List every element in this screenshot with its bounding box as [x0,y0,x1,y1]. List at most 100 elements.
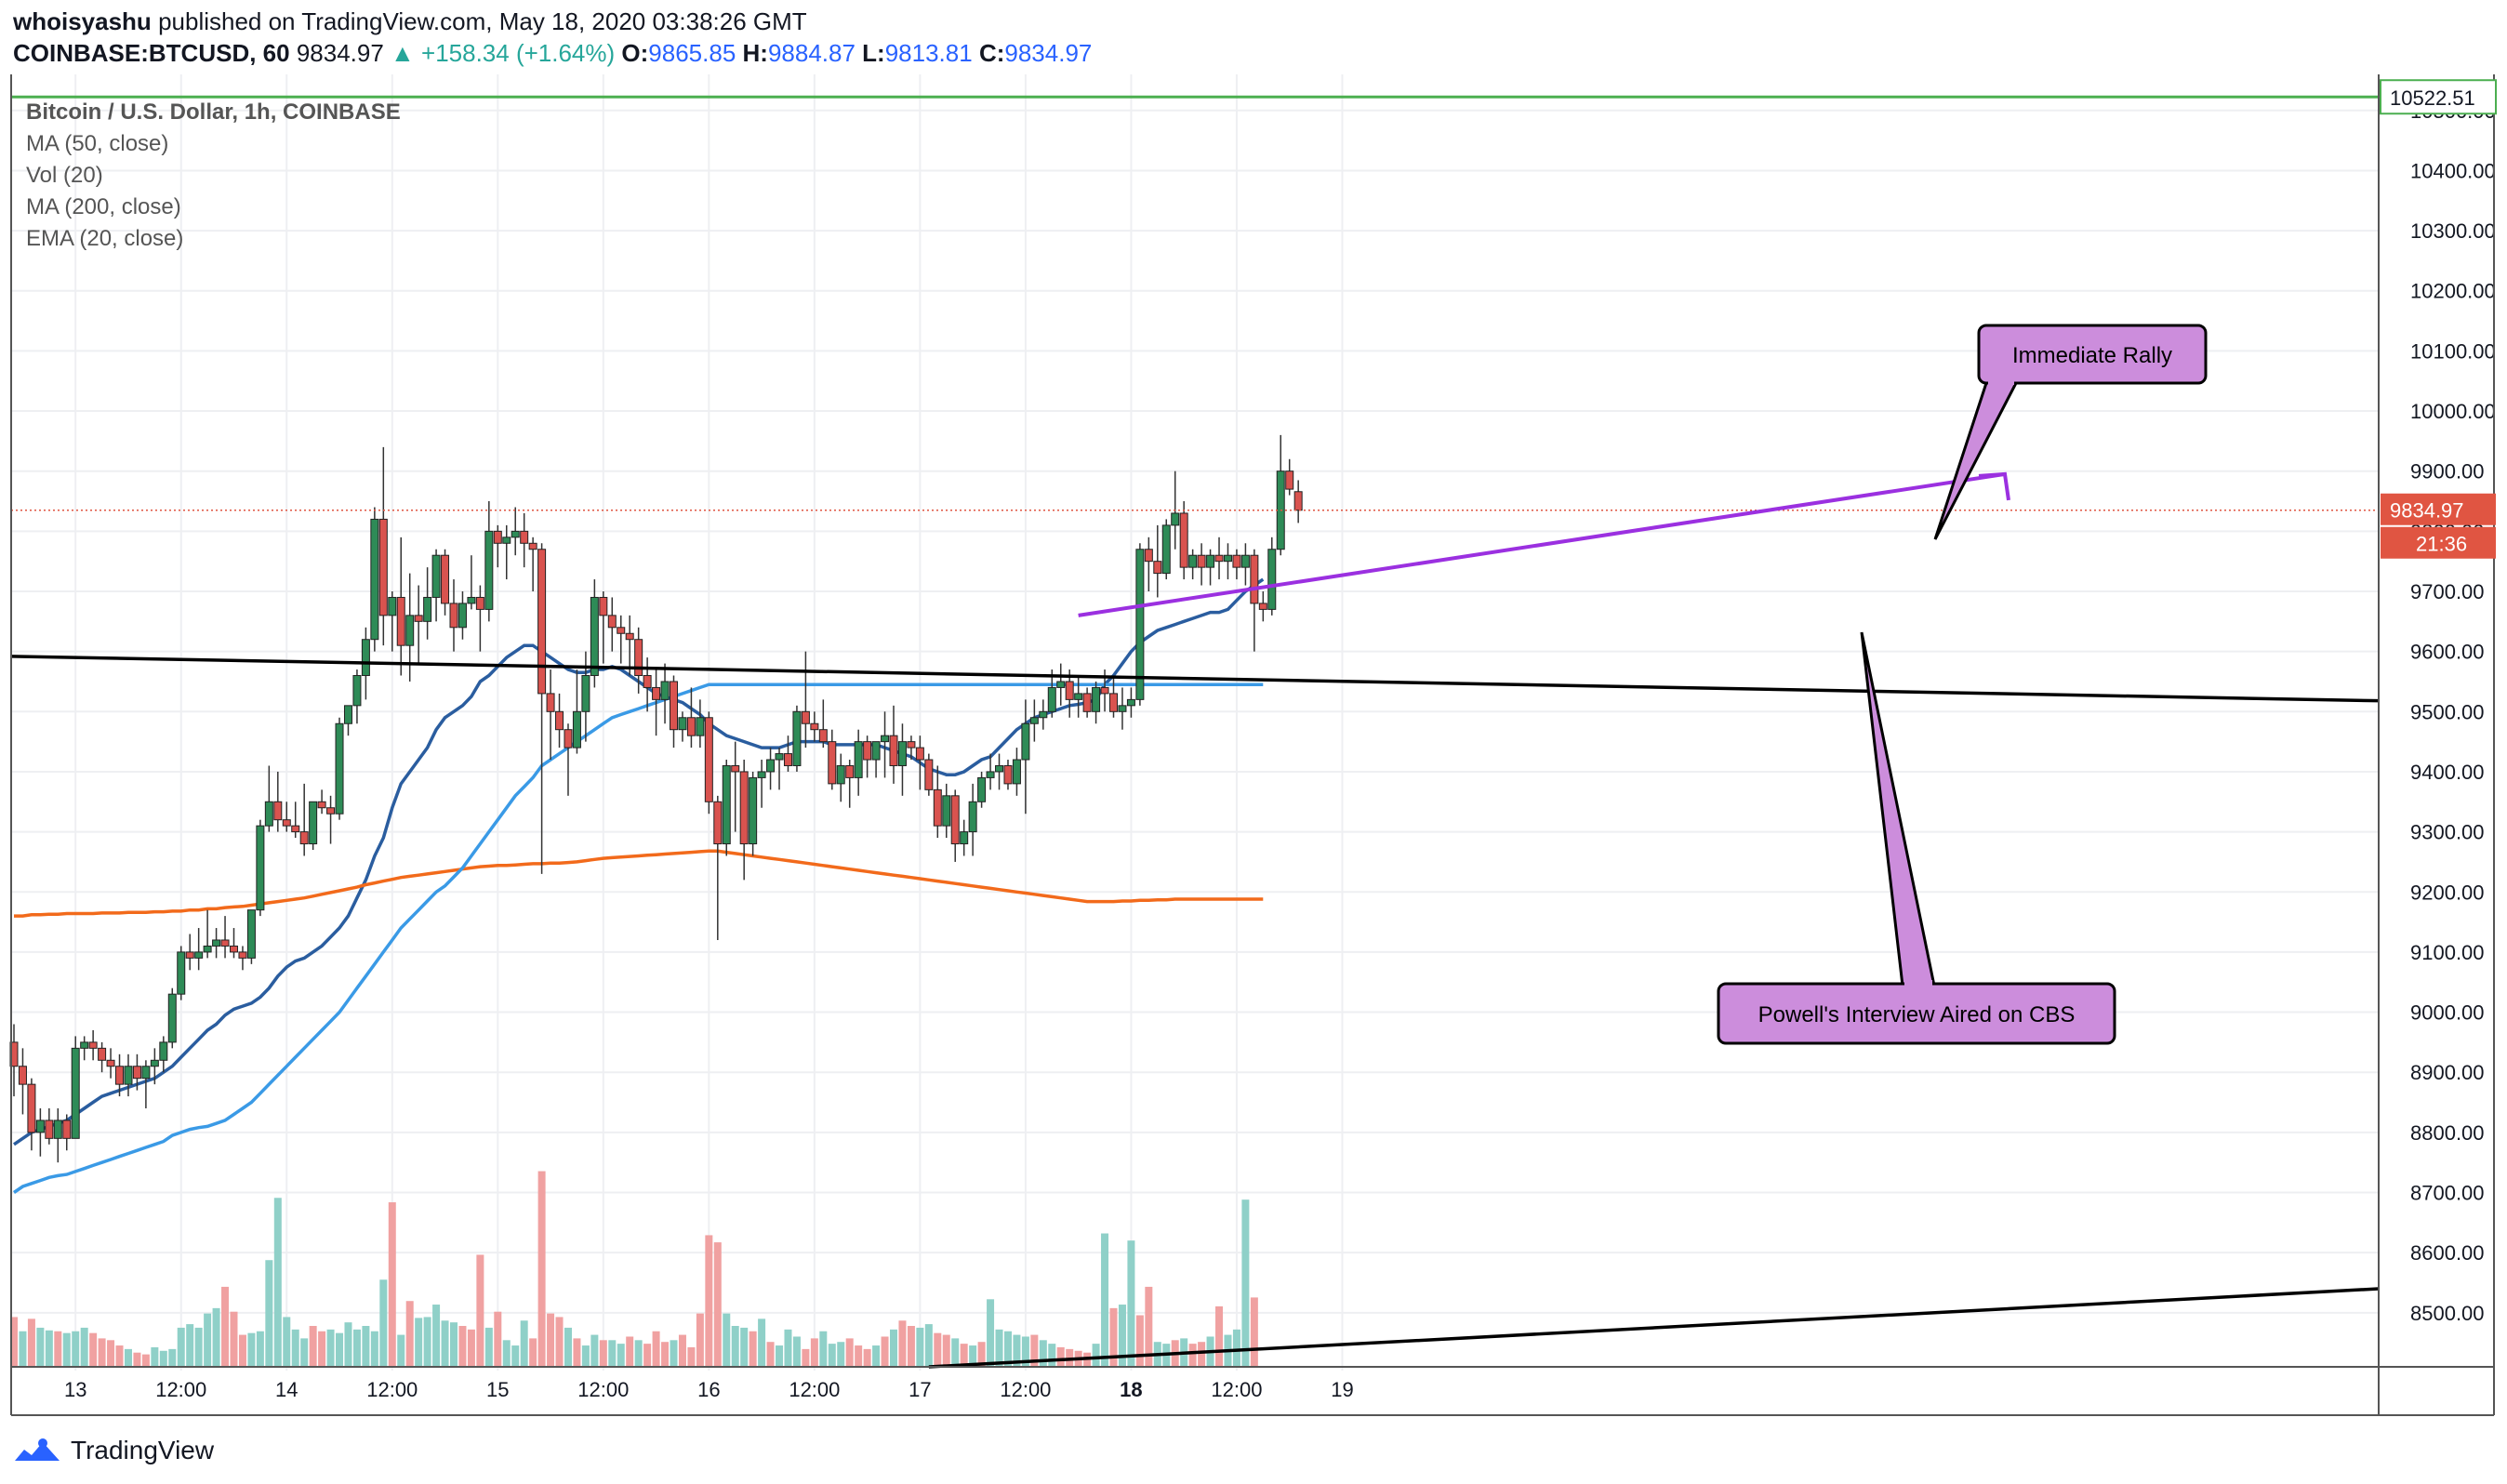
candle-body [273,801,283,821]
candle-body [88,1041,98,1049]
candle-body [256,825,265,911]
volume-bar [890,1329,897,1367]
volume-bar [212,1307,220,1367]
author-name[interactable]: whoisyashu [13,7,152,35]
candle [177,946,186,1000]
candle [757,760,766,808]
volume-bar [819,1331,828,1367]
chart-header: whoisyashu published on TradingView.com,… [13,6,2487,71]
candle [1293,480,1303,523]
candle-body [493,530,502,544]
candle [1240,543,1250,586]
x-tick-label: 12:00 [1211,1378,1262,1401]
candle [749,771,758,856]
volume-bar [960,1344,968,1367]
y-tick-label: 10200.00 [2410,280,2496,303]
candle-body [405,615,415,646]
volume-bar [845,1338,854,1367]
symbol-line: COINBASE:BTCUSD, 60 9834.97 ▲ +158.34 (+… [13,37,2487,69]
y-tick-label: 9000.00 [2410,1001,2485,1025]
volume-bar [344,1322,352,1367]
candle [836,753,845,802]
y-tick-label: 8800.00 [2410,1121,2485,1145]
low-label: L: [862,39,885,67]
candle-body [106,1059,115,1067]
price-chart[interactable]: 10500.0010400.0010300.0010200.0010100.00… [0,74,2507,1423]
volume-bar [758,1318,766,1367]
candle-body [220,939,230,947]
volume-bar [107,1340,115,1367]
candle [960,819,969,856]
candle [643,657,652,712]
rally-arrowhead-icon [1978,471,2010,501]
volume-bar [529,1338,537,1367]
volume-bar [1188,1344,1197,1367]
y-tick-label: 8600.00 [2410,1241,2485,1265]
candle-body [45,1120,54,1139]
candle-body [396,596,405,646]
candle [801,651,810,749]
candle-body [528,542,537,550]
candle [783,735,792,772]
candle-body [1056,681,1066,688]
volume-bar [98,1338,106,1367]
candle [467,555,476,610]
candle [1056,663,1066,706]
volume-bar [423,1317,431,1367]
candle-body [1100,686,1109,695]
candle-body [836,764,845,785]
volume-bar [1127,1240,1135,1367]
candle-body [546,693,555,712]
candle [71,1036,80,1139]
candle-body [1047,686,1056,712]
candle [212,928,221,959]
volume-bars [10,1171,1258,1367]
volume-bar [450,1322,458,1367]
candle [1206,549,1215,586]
legend-vol: Vol (20) [26,163,103,188]
candle [511,507,520,556]
candle [264,765,273,832]
tradingview-brand[interactable]: TradingView [71,1436,215,1464]
candle [246,909,256,964]
candle [484,501,494,622]
candle-body [801,710,810,724]
candle-body [150,1059,159,1067]
candle-body [230,945,238,953]
volume-bar [1145,1286,1153,1367]
candle [634,627,643,694]
candle-body [775,753,784,761]
volume-bar [749,1331,757,1367]
candle-body [749,776,758,845]
candle-body [1082,693,1092,712]
candle [950,789,960,862]
candle-body [1197,554,1206,568]
volume-bar [415,1318,423,1367]
candle-body [590,596,599,677]
volume-bar [942,1334,950,1367]
volume-bar [326,1329,335,1367]
candle-body [414,615,423,622]
y-tick-label: 9700.00 [2410,580,2485,603]
volume-bar [1021,1336,1029,1367]
candle-body [1223,554,1232,563]
candle-body [881,735,890,743]
volume-bar [766,1342,775,1367]
candle [449,579,458,652]
candle [678,711,687,742]
candle-body [1118,705,1127,712]
candle-body [378,518,388,616]
volume-bar [1101,1233,1109,1367]
candle-body [115,1066,125,1085]
tradingview-logo-icon[interactable] [13,1437,61,1464]
candle [256,819,265,917]
candle-body [361,639,370,677]
candle [423,567,432,640]
volume-bar [564,1327,572,1367]
candle-body [625,632,634,641]
volume-bar [581,1345,590,1367]
volume-bar [133,1352,141,1367]
volume-bar [141,1354,150,1367]
x-tick-label: 18 [1120,1378,1142,1401]
candle-body [203,945,212,953]
